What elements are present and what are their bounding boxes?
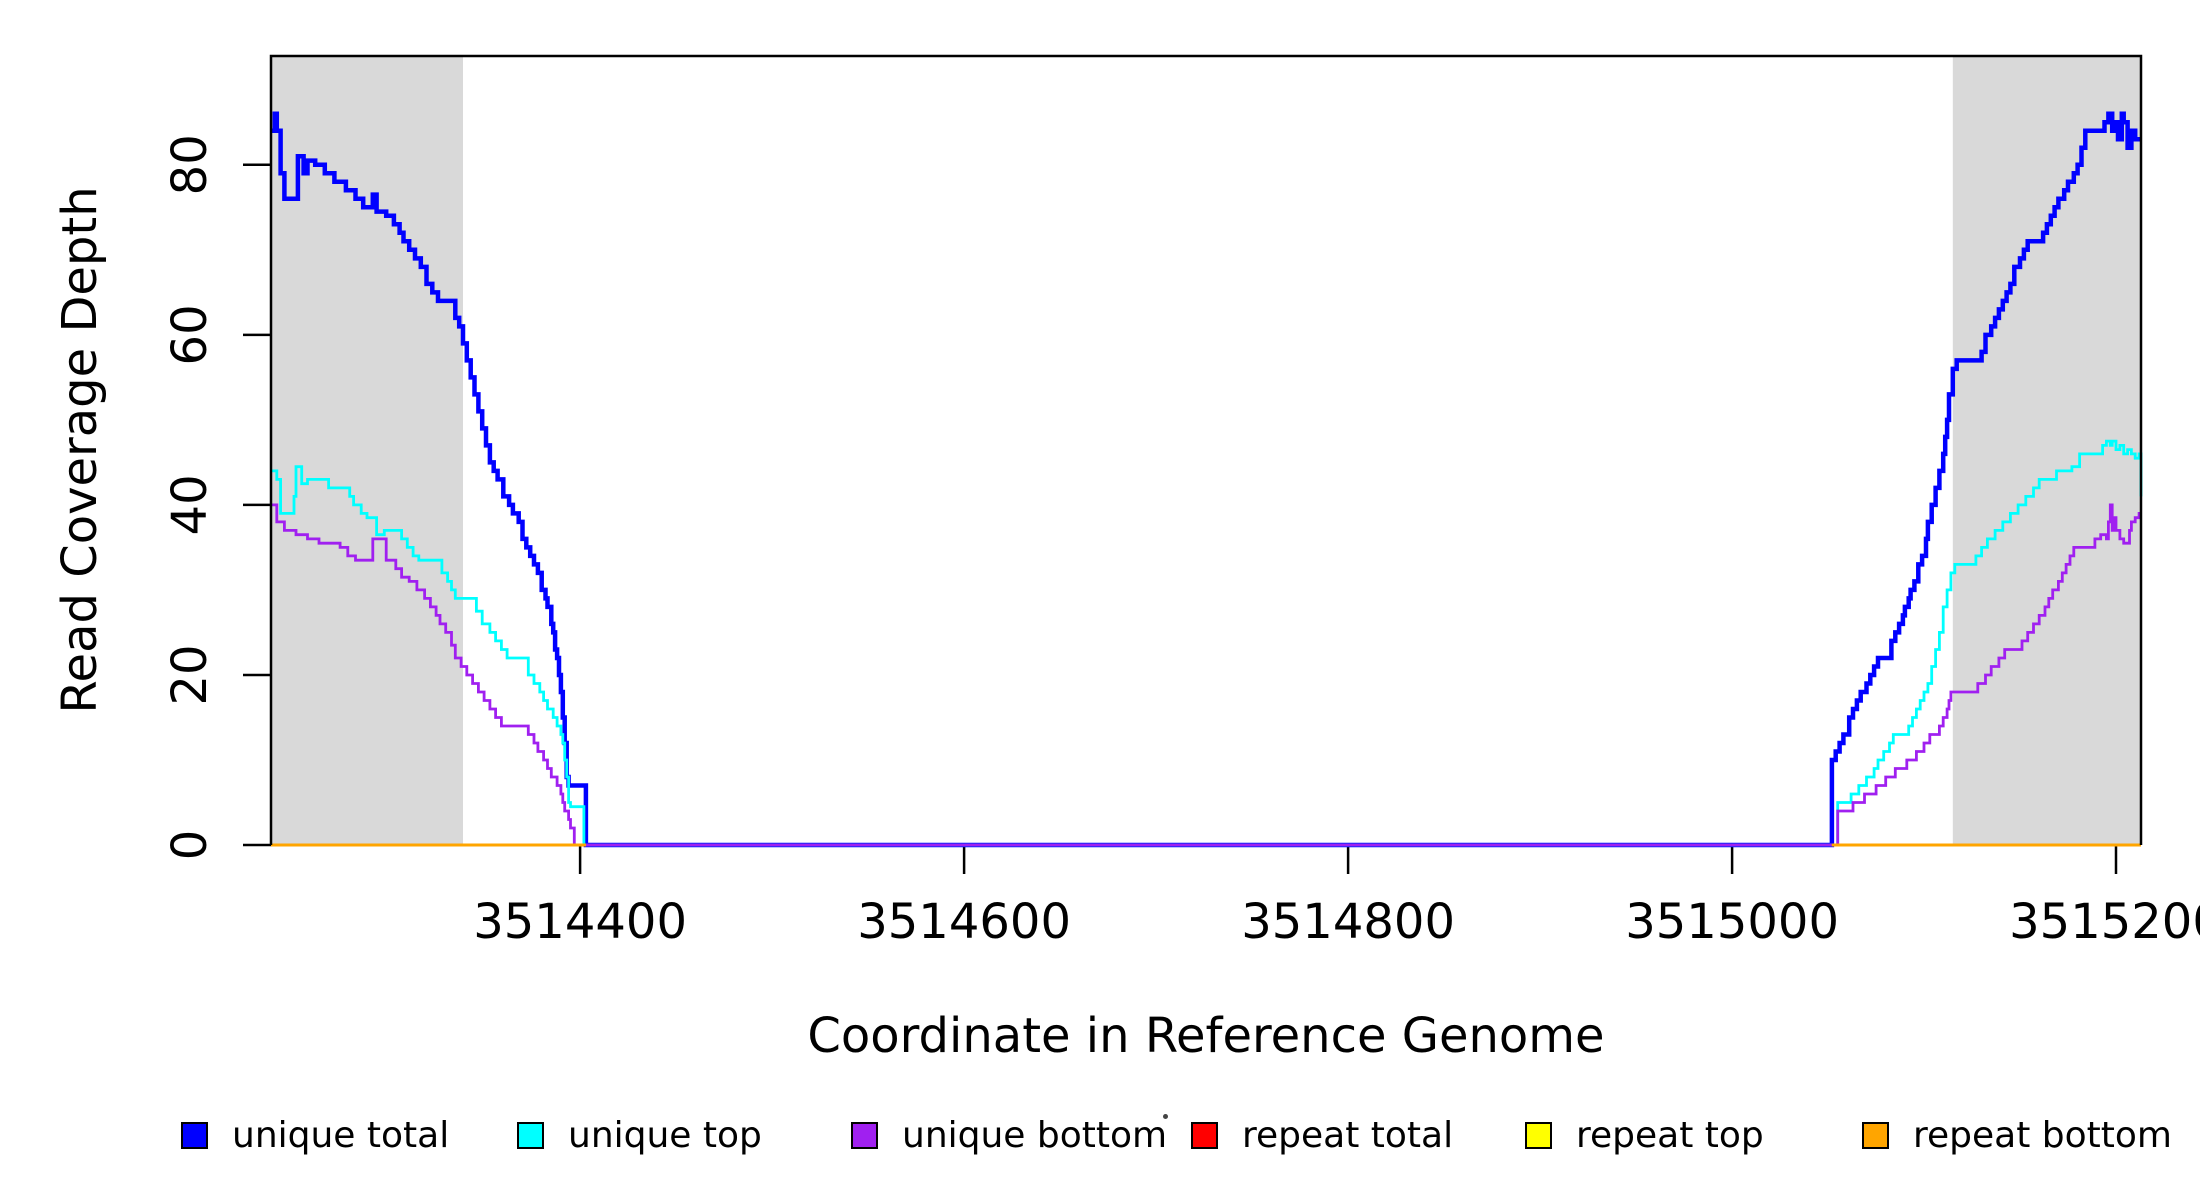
- y-tick-label: 60: [162, 304, 218, 365]
- y-tick-label: 40: [162, 474, 218, 535]
- unique-bottom-swatch-icon: [851, 1121, 878, 1149]
- legend-item-unique-bottom: unique bottom: [851, 1108, 1167, 1162]
- repeat-top-swatch-icon: [1525, 1121, 1552, 1149]
- repeat-bottom-swatch-icon: [1862, 1121, 1889, 1149]
- legend-item-unique-top: unique top: [517, 1108, 762, 1162]
- legend: unique total unique top unique bottom re…: [0, 1108, 2200, 1168]
- legend-label: repeat top: [1576, 1114, 1764, 1156]
- series-line-unique-total: [271, 111, 2141, 848]
- y-tick-label: 80: [162, 134, 218, 195]
- shaded-region-right: [1952, 57, 2141, 845]
- y-tick-label: 20: [162, 644, 218, 705]
- legend-item-repeat-bottom: repeat bottom: [1862, 1108, 2172, 1162]
- legend-item-repeat-total: repeat total: [1191, 1108, 1453, 1162]
- repeat-total-swatch-icon: [1191, 1121, 1218, 1149]
- x-tick-label: 3514600: [857, 894, 1071, 950]
- legend-label: repeat total: [1242, 1114, 1454, 1156]
- stray-dot-artifact: [1163, 1114, 1168, 1119]
- y-tick-label: 0: [162, 830, 218, 861]
- series-line-unique-bottom: [271, 503, 2141, 847]
- series-line-unique-top: [271, 439, 2143, 847]
- x-axis-title: Coordinate in Reference Genome: [807, 1008, 1605, 1064]
- unique-total-swatch-icon: [181, 1121, 208, 1149]
- legend-label: unique top: [568, 1114, 762, 1156]
- legend-item-unique-total: unique total: [181, 1108, 449, 1162]
- x-tick-label: 3514400: [473, 894, 687, 950]
- legend-label: unique bottom: [902, 1114, 1168, 1156]
- plot-box: [269, 54, 2143, 845]
- x-tick-label: 3515000: [1625, 894, 1839, 950]
- y-axis-title: Read Coverage Depth: [52, 186, 108, 714]
- x-tick-label: 3514800: [1241, 894, 1455, 950]
- legend-item-repeat-top: repeat top: [1525, 1108, 1764, 1162]
- legend-label: repeat bottom: [1913, 1114, 2172, 1156]
- legend-label: unique total: [232, 1114, 450, 1156]
- unique-top-swatch-icon: [517, 1121, 544, 1149]
- shaded-region-left: [271, 57, 463, 845]
